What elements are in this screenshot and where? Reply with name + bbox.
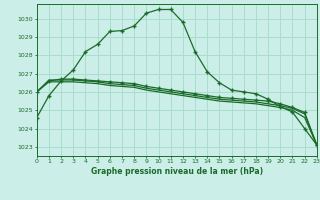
X-axis label: Graphe pression niveau de la mer (hPa): Graphe pression niveau de la mer (hPa): [91, 167, 263, 176]
